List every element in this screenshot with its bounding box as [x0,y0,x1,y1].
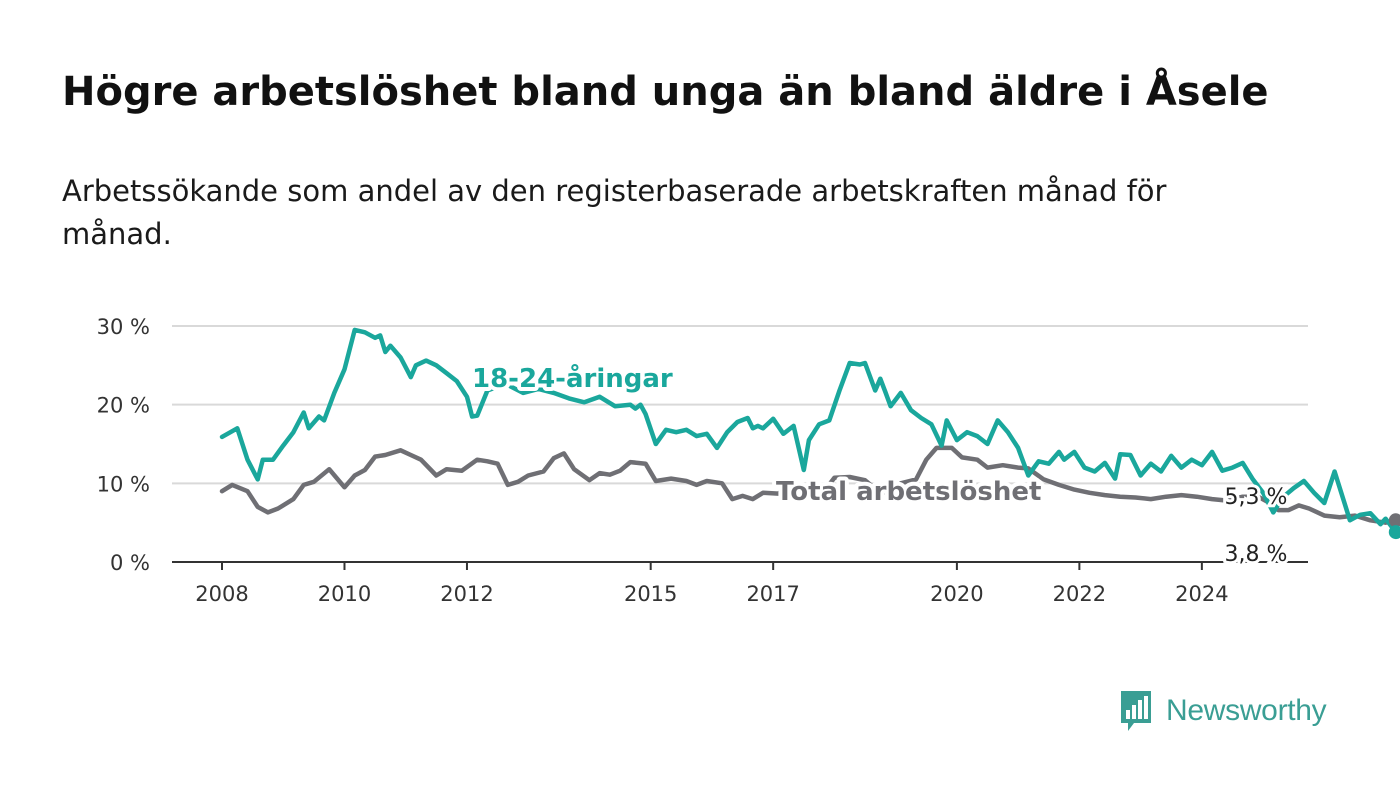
x-tick-label: 2015 [624,582,677,606]
x-tick-label: 2024 [1175,582,1228,606]
x-tick-label: 2020 [930,582,983,606]
series-line-total [219,445,1399,525]
series-endpoint-18-24 [1388,525,1400,540]
series-label-total: Total arbetslöshet [776,477,1041,507]
series-line-18-24 [219,327,1399,535]
page-title: Högre arbetslöshet bland unga än bland ä… [62,69,1269,115]
y-tick-label: 30 % [97,315,150,339]
brand-logo: Newsworthy [1118,686,1327,736]
end-value-label-total: 5,3 % [1225,485,1288,510]
series-label-18-24: 18-24-åringar [472,362,673,394]
x-tick-label: 2017 [746,582,799,606]
x-tick-label: 2012 [440,582,493,606]
y-tick-label: 0 % [110,551,150,575]
x-tick-label: 2010 [318,582,371,606]
x-tick-label: 2008 [195,582,248,606]
bar-chart-speech-bubble-icon [1121,691,1151,731]
chart-subtitle: Arbetssökande som andel av den registerb… [62,174,1167,251]
x-tick-label: 2022 [1053,582,1106,606]
brand-name: Newsworthy [1166,694,1327,727]
end-value-label-18-24: 3,8 % [1225,542,1288,567]
y-tick-label: 20 % [97,394,150,418]
series-endpoint-total [1388,513,1400,528]
line-chart: 0 % 10 % 20 % 30 % 2008 2010 2012 2015 2017 2020 2… [97,315,1400,606]
y-tick-label: 10 % [97,472,150,496]
